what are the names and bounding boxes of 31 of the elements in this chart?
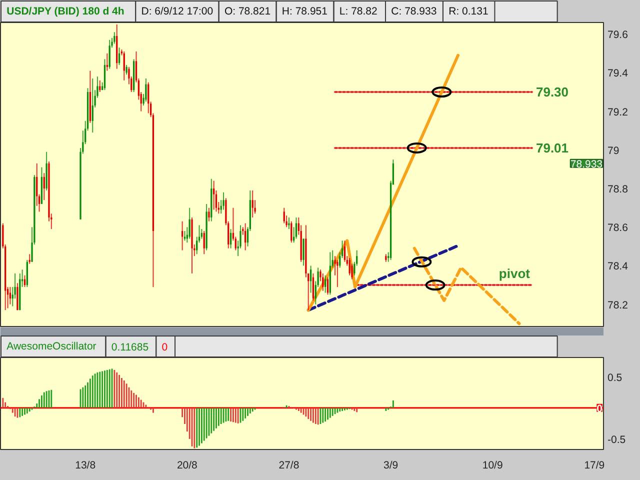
text: R: 0.131 <box>448 6 488 18</box>
y-tick-label: 78.6 <box>608 222 628 234</box>
x-tick-label: 27/8 <box>278 460 300 472</box>
x-tick-label: 13/8 <box>75 460 96 472</box>
text: L: 78.82 <box>339 6 378 18</box>
x-tick-label: 20/8 <box>176 460 198 472</box>
x-tick-label: 10/9 <box>482 460 503 472</box>
y-tick-label: 79.2 <box>608 106 628 118</box>
text: 0 <box>162 342 168 354</box>
series-label: pivot <box>498 266 531 282</box>
x-tick-label: 3/9 <box>383 460 398 472</box>
x-tick-label: 17/9 <box>584 460 605 472</box>
y-tick-label: 79.4 <box>608 68 628 80</box>
chart-title: AwesomeOscillator <box>6 340 97 352</box>
y-tick-label: 78.4 <box>608 260 628 273</box>
chart-title: USD/JPY (BID) 180 d 4h <box>6 6 124 18</box>
text: O: 78.821 <box>224 6 271 18</box>
text: 0.11685 <box>111 342 149 354</box>
y-tick-label: 79 <box>608 144 620 157</box>
series-label: 79.30 <box>536 84 569 100</box>
ref-line-label: 0 <box>596 402 603 415</box>
text: H: 78.951 <box>282 6 328 18</box>
y-tick-label: 79.6 <box>608 29 628 42</box>
annotation: 78.933 <box>570 158 603 170</box>
y-tick-label: 0.5 <box>608 372 622 384</box>
text: C: 78.933 <box>391 6 437 18</box>
text: D: 6/9/12 17:00 <box>141 6 214 18</box>
y-tick-label: 78.2 <box>608 299 628 312</box>
series-label: 79.01 <box>536 140 569 156</box>
y-tick-label: 78.8 <box>608 184 628 196</box>
y-tick-label: -0.5 <box>608 434 626 446</box>
